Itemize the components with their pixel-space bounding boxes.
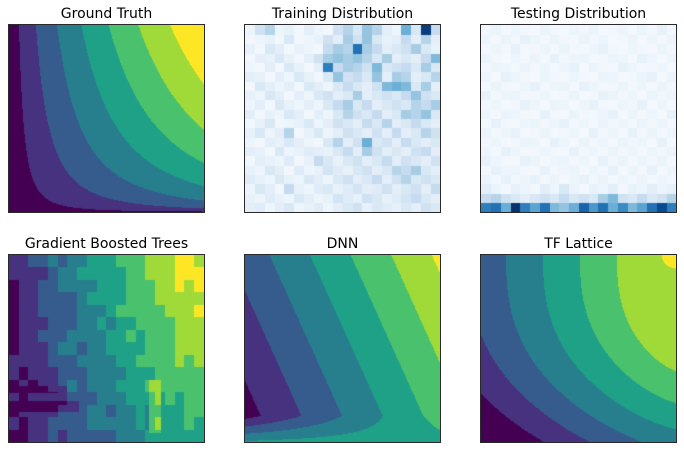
training-distribution-axes: [244, 24, 441, 213]
ground-truth-axes: [8, 24, 205, 213]
panel-gradient-boosted-trees: Gradient Boosted Trees: [8, 234, 205, 443]
panel-dnn: DNN: [244, 234, 441, 443]
panel-title-gradient-boosted-trees: Gradient Boosted Trees: [24, 236, 189, 252]
training-distribution-plot: [245, 25, 440, 212]
panel-tf-lattice: TF Lattice: [480, 234, 677, 443]
panel-testing-distribution: Testing Distribution: [480, 4, 677, 213]
panel-ground-truth: Ground Truth: [8, 4, 205, 213]
panel-title-testing-distribution: Testing Distribution: [510, 6, 647, 22]
panel-title-training-distribution: Training Distribution: [271, 6, 414, 22]
panel-title-tf-lattice: TF Lattice: [544, 236, 613, 252]
dnn-axes: [244, 254, 441, 443]
ground-truth-plot: [9, 25, 204, 212]
gradient-boosted-trees-axes: [8, 254, 205, 443]
gradient-boosted-trees-plot: [9, 255, 204, 442]
dnn-plot: [245, 255, 440, 442]
panel-title-dnn: DNN: [326, 236, 359, 252]
tf-lattice-plot: [481, 255, 676, 442]
testing-distribution-plot: [481, 25, 676, 212]
tf-lattice-axes: [480, 254, 677, 443]
testing-distribution-axes: [480, 24, 677, 213]
panel-training-distribution: Training Distribution: [244, 4, 441, 213]
panel-title-ground-truth: Ground Truth: [60, 6, 153, 22]
